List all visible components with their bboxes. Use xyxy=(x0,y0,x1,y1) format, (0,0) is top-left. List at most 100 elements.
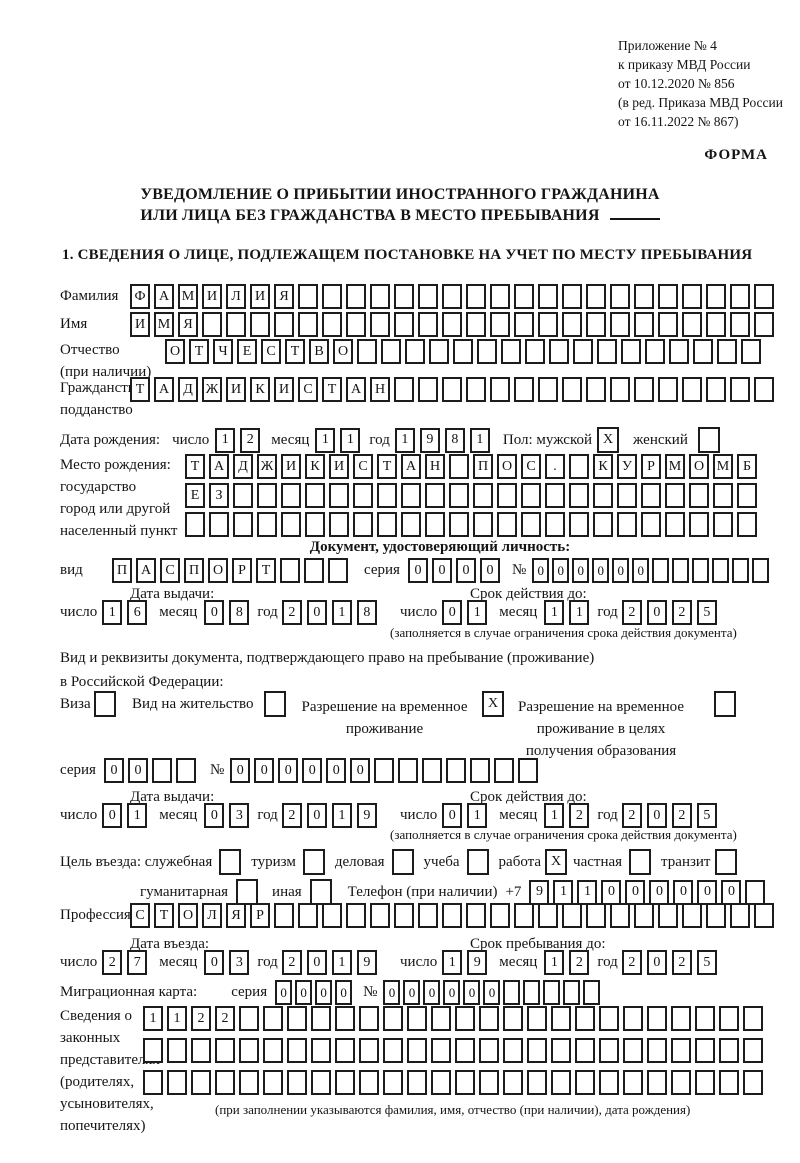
form-cell[interactable]: 0 xyxy=(479,558,500,583)
form-cell[interactable]: О xyxy=(497,454,517,479)
form-cell[interactable]: С xyxy=(521,454,541,479)
form-cell[interactable]: 1 xyxy=(143,1006,163,1031)
form-cell[interactable] xyxy=(215,1038,235,1063)
form-cell[interactable]: Т xyxy=(285,339,305,364)
form-cell[interactable] xyxy=(236,879,259,905)
form-cell[interactable] xyxy=(329,512,349,537)
form-cell[interactable] xyxy=(573,339,593,364)
form-cell[interactable]: 2 xyxy=(191,1006,211,1031)
form-cell[interactable] xyxy=(274,312,294,337)
form-cell[interactable] xyxy=(523,980,541,1005)
form-cell[interactable]: 1 xyxy=(544,950,565,975)
form-cell[interactable] xyxy=(712,558,730,583)
form-cell[interactable] xyxy=(689,483,709,508)
form-cell[interactable]: 0 xyxy=(127,758,148,783)
form-cell[interactable] xyxy=(692,558,710,583)
form-cell[interactable]: 3 xyxy=(229,950,250,975)
form-cell[interactable] xyxy=(538,903,558,928)
form-cell[interactable] xyxy=(209,512,229,537)
form-cell[interactable] xyxy=(329,483,349,508)
form-cell[interactable] xyxy=(586,377,606,402)
form-cell[interactable]: М xyxy=(178,284,198,309)
form-cell[interactable]: А xyxy=(401,454,421,479)
form-cell[interactable]: 0 xyxy=(632,558,650,583)
form-cell[interactable] xyxy=(264,691,286,717)
form-cell[interactable] xyxy=(346,284,366,309)
form-cell[interactable]: 8 xyxy=(356,600,377,625)
form-cell[interactable] xyxy=(597,339,617,364)
form-cell[interactable]: 1 xyxy=(469,427,490,453)
form-cell[interactable] xyxy=(706,377,726,402)
form-cell[interactable] xyxy=(287,1038,307,1063)
form-cell[interactable] xyxy=(551,1038,571,1063)
form-cell[interactable]: М xyxy=(713,454,733,479)
form-cell[interactable] xyxy=(490,312,510,337)
form-cell[interactable]: 0 xyxy=(230,758,251,783)
form-cell[interactable] xyxy=(143,1070,163,1095)
form-cell[interactable]: С xyxy=(261,339,281,364)
form-cell[interactable]: Т xyxy=(322,377,342,402)
form-cell[interactable] xyxy=(405,339,425,364)
form-cell[interactable] xyxy=(425,483,445,508)
form-cell[interactable]: 1 xyxy=(315,427,336,453)
form-cell[interactable] xyxy=(383,1070,403,1095)
form-cell[interactable] xyxy=(634,377,654,402)
form-cell[interactable]: Н xyxy=(425,454,445,479)
form-cell[interactable] xyxy=(479,1038,499,1063)
form-cell[interactable]: И xyxy=(281,454,301,479)
form-cell[interactable]: А xyxy=(346,377,366,402)
form-cell[interactable] xyxy=(641,512,661,537)
form-cell[interactable]: 0 xyxy=(697,879,718,905)
form-cell[interactable] xyxy=(545,512,565,537)
form-cell[interactable]: 0 xyxy=(204,950,225,975)
form-cell[interactable] xyxy=(473,483,493,508)
form-cell[interactable] xyxy=(730,377,750,402)
form-cell[interactable]: Я xyxy=(226,903,246,928)
form-cell[interactable] xyxy=(514,312,534,337)
form-cell[interactable]: 2 xyxy=(240,427,261,453)
form-cell[interactable]: 8 xyxy=(229,600,250,625)
form-cell[interactable] xyxy=(706,903,726,928)
form-cell[interactable] xyxy=(754,312,774,337)
form-cell[interactable]: П xyxy=(112,558,132,583)
form-cell[interactable] xyxy=(394,377,414,402)
form-cell[interactable] xyxy=(418,903,438,928)
form-cell[interactable] xyxy=(514,377,534,402)
form-cell[interactable]: 0 xyxy=(102,803,123,828)
form-cell[interactable] xyxy=(335,1006,355,1031)
form-cell[interactable] xyxy=(652,558,670,583)
form-cell[interactable]: Т xyxy=(377,454,397,479)
form-cell[interactable]: С xyxy=(298,377,318,402)
form-cell[interactable] xyxy=(754,903,774,928)
form-cell[interactable] xyxy=(377,483,397,508)
form-cell[interactable]: 2 xyxy=(281,950,302,975)
form-cell[interactable]: К xyxy=(250,377,270,402)
form-cell[interactable]: О xyxy=(178,903,198,928)
form-cell[interactable]: Ч xyxy=(213,339,233,364)
form-cell[interactable]: Р xyxy=(232,558,252,583)
form-cell[interactable] xyxy=(422,758,443,783)
form-cell[interactable] xyxy=(514,284,534,309)
form-cell[interactable] xyxy=(583,980,601,1005)
form-cell[interactable]: 0 xyxy=(442,600,463,625)
form-cell[interactable]: Д xyxy=(178,377,198,402)
form-cell[interactable]: Л xyxy=(202,903,222,928)
form-cell[interactable] xyxy=(322,903,342,928)
form-cell[interactable] xyxy=(370,312,390,337)
form-cell[interactable] xyxy=(418,312,438,337)
form-cell[interactable] xyxy=(538,377,558,402)
form-cell[interactable] xyxy=(743,1006,763,1031)
form-cell[interactable] xyxy=(370,903,390,928)
form-cell[interactable] xyxy=(527,1006,547,1031)
form-cell[interactable]: 5 xyxy=(696,950,717,975)
form-cell[interactable] xyxy=(479,1070,499,1095)
form-cell[interactable] xyxy=(431,1006,451,1031)
form-cell[interactable] xyxy=(569,454,589,479)
form-cell[interactable] xyxy=(593,483,613,508)
form-cell[interactable]: В xyxy=(309,339,329,364)
form-cell[interactable] xyxy=(466,312,486,337)
form-cell[interactable]: 9 xyxy=(529,879,550,905)
form-cell[interactable]: 0 xyxy=(721,879,742,905)
form-cell[interactable]: 2 xyxy=(281,600,302,625)
form-cell[interactable]: 1 xyxy=(331,803,352,828)
